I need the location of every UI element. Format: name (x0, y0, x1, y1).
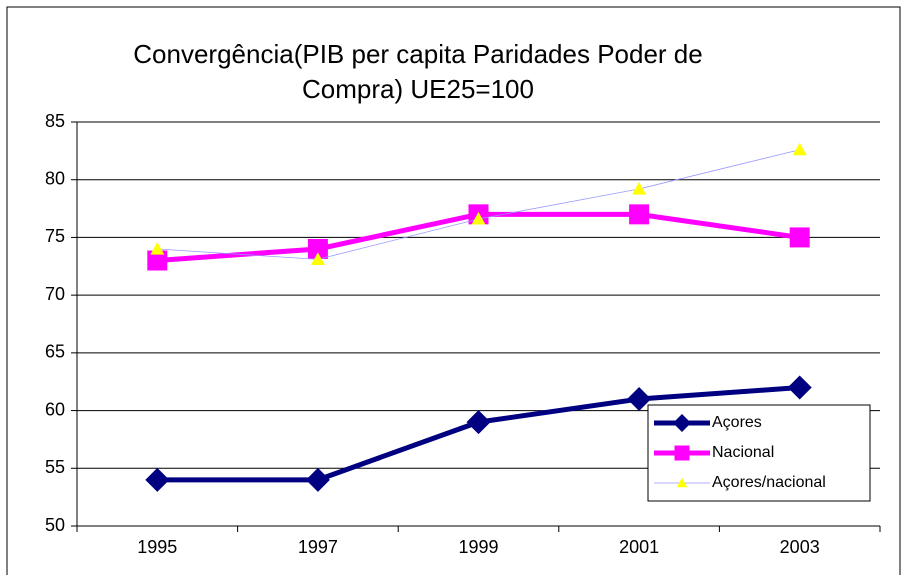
legend-label: Açores (712, 414, 762, 431)
y-tick-label: 55 (45, 457, 65, 477)
point-marker (305, 467, 330, 492)
chart-title: Convergência(PIB per capita Paridades Po… (133, 39, 702, 69)
chart-title: Compra) UE25=100 (302, 74, 534, 104)
point-marker (787, 375, 812, 400)
point-marker (792, 142, 807, 156)
legend-label: Açores/nacional (712, 474, 826, 491)
point-marker (629, 204, 650, 225)
y-tick-label: 65 (45, 342, 65, 362)
legend-marker (676, 477, 688, 488)
legend-marker (673, 414, 691, 432)
y-tick-label: 50 (45, 515, 65, 535)
y-tick-label: 60 (45, 399, 65, 419)
point-marker (632, 181, 647, 195)
y-tick-label: 70 (45, 284, 65, 304)
point-marker (150, 241, 165, 255)
point-marker (145, 467, 170, 492)
x-tick-label: 2001 (619, 537, 659, 557)
point-marker (307, 238, 328, 259)
point-marker (627, 387, 652, 412)
y-tick-label: 75 (45, 226, 65, 246)
y-tick-label: 80 (45, 168, 65, 188)
point-marker (471, 211, 486, 225)
point-marker (466, 410, 491, 435)
x-tick-label: 1999 (458, 537, 498, 557)
legend-label: Nacional (712, 444, 774, 461)
point-marker (789, 227, 810, 248)
x-tick-label: 2003 (780, 537, 820, 557)
point-marker (310, 252, 325, 265)
x-tick-label: 1997 (298, 537, 338, 557)
point-marker (147, 250, 168, 271)
legend-marker (674, 445, 690, 461)
x-tick-label: 1995 (137, 537, 177, 557)
y-tick-label: 85 (45, 111, 65, 131)
